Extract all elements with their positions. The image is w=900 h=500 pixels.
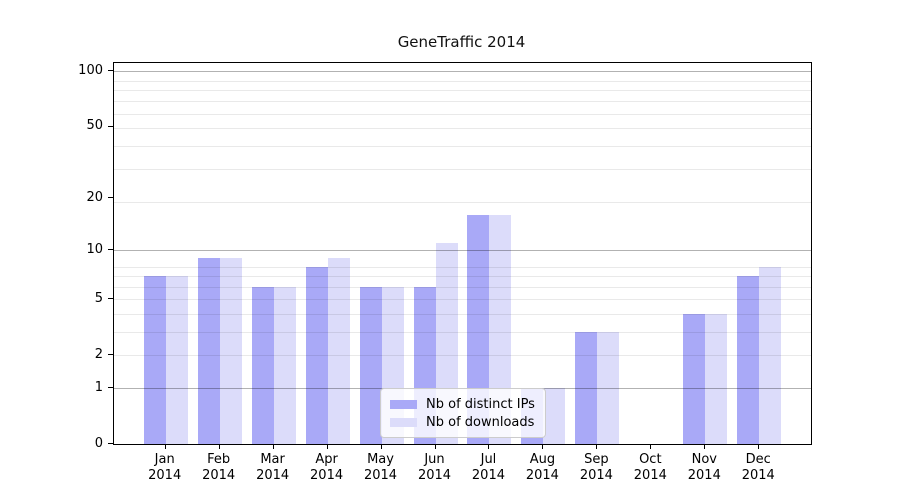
y-tick-mark [108, 197, 114, 199]
legend-label-distinct-ips: Nb of distinct IPs [426, 396, 535, 412]
minor-gridline [114, 169, 811, 171]
legend-item-downloads: Nb of downloads [390, 413, 535, 431]
minor-gridline [114, 101, 811, 103]
major-gridline [114, 71, 811, 73]
minor-gridline [114, 90, 811, 92]
y-tick-mark [108, 249, 114, 251]
y-tick-mark [108, 70, 114, 72]
y-tick-label: 0 [94, 435, 103, 451]
bar-distinct-ips-dec [737, 276, 760, 444]
bar-distinct-ips-jul [467, 215, 490, 444]
bar-distinct-ips-nov [683, 314, 706, 444]
minor-gridline [114, 332, 811, 334]
x-tick-label-jun: Jun 2014 [417, 452, 452, 483]
minor-gridline [114, 202, 811, 204]
minor-gridline [114, 286, 811, 288]
x-tick-mark [596, 444, 598, 449]
y-tick-label: 5 [94, 290, 103, 306]
bar-distinct-ips-jan [143, 276, 166, 444]
x-tick-label-sep: Sep 2014 [579, 452, 613, 483]
x-tick-label-apr: Apr 2014 [310, 452, 344, 483]
x-tick-label-jan: Jan 2014 [148, 452, 182, 483]
legend-label-downloads: Nb of downloads [426, 414, 535, 430]
bar-downloads-aug [543, 388, 566, 444]
y-tick-label: 20 [86, 189, 103, 205]
bar-downloads-dec [759, 266, 782, 444]
x-tick-mark [218, 444, 220, 449]
bar-downloads-mar [273, 286, 296, 444]
y-tick-mark [108, 298, 114, 300]
y-tick-label: 50 [86, 118, 103, 134]
bar-downloads-apr [327, 258, 350, 444]
y-tick-mark [108, 125, 114, 127]
x-tick-label-oct: Oct 2014 [633, 452, 667, 483]
bar-downloads-feb [219, 258, 242, 444]
minor-gridline [114, 355, 811, 357]
x-tick-label-may: May 2014 [363, 452, 398, 483]
x-tick-mark [542, 444, 544, 449]
x-tick-label-dec: Dec 2014 [741, 452, 775, 483]
minor-gridline [114, 276, 811, 278]
minor-gridline [114, 128, 811, 130]
bar-downloads-jan [165, 276, 188, 444]
y-tick-label: 2 [94, 346, 103, 362]
minor-gridline [114, 299, 811, 301]
x-tick-label-jul: Jul 2014 [471, 452, 505, 483]
chart-title: GeneTraffic 2014 [397, 33, 526, 51]
legend: Nb of distinct IPs Nb of downloads [380, 388, 546, 438]
bar-distinct-ips-may [359, 286, 382, 444]
minor-gridline [114, 314, 811, 316]
y-tick-mark [108, 387, 114, 389]
y-tick-label: 1 [94, 379, 103, 395]
minor-gridline [114, 80, 811, 82]
x-tick-mark [650, 444, 652, 449]
bar-distinct-ips-mar [251, 286, 274, 444]
x-tick-label-nov: Nov 2014 [687, 452, 721, 483]
x-tick-mark [380, 444, 382, 449]
bar-downloads-jul [489, 215, 512, 444]
bar-distinct-ips-feb [197, 258, 220, 444]
legend-item-distinct-ips: Nb of distinct IPs [390, 395, 535, 413]
x-tick-mark [704, 444, 706, 449]
x-tick-label-aug: Aug 2014 [525, 452, 559, 483]
y-tick-mark [108, 354, 114, 356]
x-tick-mark [326, 444, 328, 449]
minor-gridline [114, 266, 811, 268]
x-tick-mark [434, 444, 436, 449]
x-tick-label-feb: Feb 2014 [202, 452, 236, 483]
bar-downloads-sep [597, 332, 620, 444]
bar-downloads-nov [705, 314, 728, 444]
y-tick-label: 10 [86, 241, 103, 257]
x-tick-mark [164, 444, 166, 449]
minor-gridline [114, 113, 811, 115]
y-tick-mark [108, 443, 114, 444]
y-tick-label: 100 [78, 62, 103, 78]
x-tick-mark [758, 444, 760, 449]
legend-swatch-downloads [390, 417, 417, 427]
x-tick-label-mar: Mar 2014 [256, 452, 290, 483]
x-tick-mark [272, 444, 274, 449]
minor-gridline [114, 146, 811, 148]
major-gridline [114, 250, 811, 252]
bar-distinct-ips-apr [305, 266, 328, 444]
x-tick-mark [488, 444, 490, 449]
bar-distinct-ips-sep [575, 332, 598, 444]
legend-swatch-distinct-ips [390, 399, 417, 409]
plot-area [113, 62, 812, 445]
